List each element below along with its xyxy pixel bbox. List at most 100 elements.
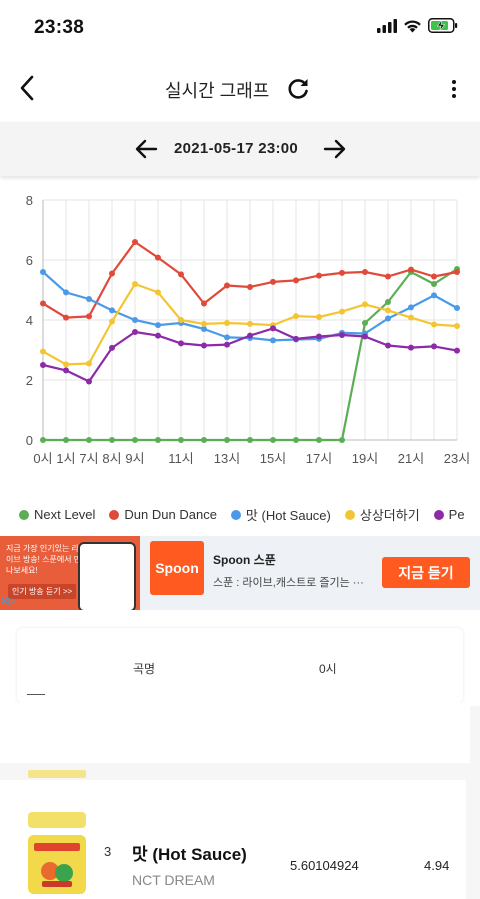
signal-icon	[377, 18, 397, 33]
data-point	[109, 344, 115, 351]
data-point	[247, 320, 253, 327]
data-point	[201, 437, 207, 443]
data-point	[63, 367, 69, 374]
x-tick-label: 11시	[168, 451, 193, 466]
data-point	[293, 277, 299, 284]
data-point	[132, 239, 138, 245]
x-tick-label: 8시	[102, 451, 121, 466]
data-point	[385, 307, 391, 314]
legend-item[interactable]: Dun Dun Dance	[109, 507, 217, 522]
data-point	[293, 335, 299, 342]
more-button[interactable]	[444, 76, 464, 102]
data-point	[339, 269, 345, 276]
row-value-1: 4.94	[424, 858, 450, 873]
ad-banner[interactable]: 지금 가장 인기있는 라이브 방송! 스푼에서 만나보세요! 인기 방송 듣기 …	[0, 536, 480, 610]
ad-left-text: 지금 가장 인기있는 라이브 방송! 스푼에서 만나보세요!	[6, 544, 82, 575]
x-tick-label: 21시	[398, 451, 424, 466]
ad-cta-button[interactable]: 지금 듣기	[382, 557, 470, 588]
data-point	[270, 278, 276, 285]
prev-date-button[interactable]	[133, 136, 161, 162]
spoon-logo: Spoon	[150, 541, 204, 595]
data-point	[155, 289, 161, 296]
next-date-button[interactable]	[320, 136, 348, 162]
album-art-icon	[28, 835, 86, 894]
album-cover	[28, 835, 86, 894]
chart-legend: Next Level Dun Dun Dance 맛 (Hot Sauce) 상상더하…	[0, 505, 480, 529]
legend-item[interactable]: Pe	[433, 507, 465, 522]
row-value-0: 5.60104924	[290, 858, 359, 873]
data-point	[270, 337, 276, 344]
data-point	[109, 307, 115, 314]
row-rank: 3	[104, 844, 112, 859]
x-tick-label: 9시	[125, 451, 144, 466]
refresh-icon	[288, 79, 308, 99]
data-point	[155, 437, 161, 443]
ad-choices-icon[interactable]: ✕▷	[0, 596, 17, 607]
data-point	[316, 333, 322, 340]
data-point	[362, 269, 368, 275]
data-point	[293, 437, 299, 443]
legend-dot-icon	[230, 509, 241, 520]
data-point	[178, 340, 184, 347]
data-point	[408, 314, 414, 321]
data-point	[109, 270, 115, 277]
column-header-hour: 0시	[319, 662, 337, 676]
data-point	[132, 437, 138, 443]
data-point	[431, 292, 437, 299]
data-point	[40, 362, 46, 368]
data-point	[224, 320, 230, 326]
data-point	[362, 333, 368, 340]
data-point	[132, 329, 138, 335]
legend-label: Next Level	[34, 507, 96, 522]
phone-mockup	[78, 542, 136, 610]
data-point	[385, 273, 391, 280]
data-point	[109, 437, 115, 443]
nav-bar: 실시간 그래프	[0, 60, 480, 116]
data-point	[224, 437, 230, 443]
ranking-table-header: 곡명 0시	[17, 628, 463, 703]
legend-item[interactable]: Next Level	[19, 507, 95, 522]
battery-charging-icon	[428, 18, 458, 33]
data-point	[40, 348, 46, 355]
data-point	[201, 320, 207, 327]
ad-description: 스푼 : 라이브,캐스트로 즐기는 ···	[213, 577, 364, 589]
refresh-button[interactable]	[285, 76, 311, 102]
legend-item[interactable]: 맛 (Hot Sauce)	[230, 505, 331, 524]
data-point	[201, 300, 207, 307]
status-time: 23:38	[34, 17, 85, 38]
legend-label: 상상더하기	[359, 508, 420, 523]
arrow-right-icon	[323, 139, 346, 159]
data-point	[454, 347, 460, 354]
page-title: 실시간 그래프	[165, 81, 270, 101]
data-point	[224, 341, 230, 348]
legend-label: Dun Dun Dance	[124, 507, 217, 522]
data-point	[339, 332, 345, 338]
status-icons	[377, 18, 458, 33]
data-point	[316, 272, 322, 279]
legend-item[interactable]: 상상더하기	[344, 505, 420, 524]
current-date: 2021-05-17 23:00	[174, 140, 299, 157]
ad-app-name: Spoon 스푼	[213, 553, 276, 567]
data-point	[293, 313, 299, 320]
y-tick-label: 6	[26, 253, 33, 268]
data-point	[385, 315, 391, 322]
y-tick-label: 0	[26, 433, 33, 448]
data-point	[86, 296, 92, 302]
data-point	[40, 269, 46, 275]
data-point	[155, 332, 161, 339]
data-point	[362, 320, 368, 326]
data-point	[201, 342, 207, 349]
data-point	[431, 281, 437, 287]
x-tick-label: 0시	[33, 451, 52, 466]
ad-left-image: 지금 가장 인기있는 라이브 방송! 스푼에서 만나보세요! 인기 방송 듣기 …	[0, 536, 140, 610]
data-point	[454, 269, 460, 275]
spoon-logo-text: Spoon	[155, 560, 199, 576]
data-point	[63, 289, 69, 296]
back-button[interactable]	[12, 72, 42, 104]
legend-label: 맛 (Hot Sauce)	[245, 508, 331, 523]
data-point	[86, 313, 92, 320]
data-point	[201, 326, 207, 332]
data-point	[362, 301, 368, 308]
album-thumb-fragment	[28, 770, 86, 778]
x-tick-label: 17시	[306, 451, 332, 466]
